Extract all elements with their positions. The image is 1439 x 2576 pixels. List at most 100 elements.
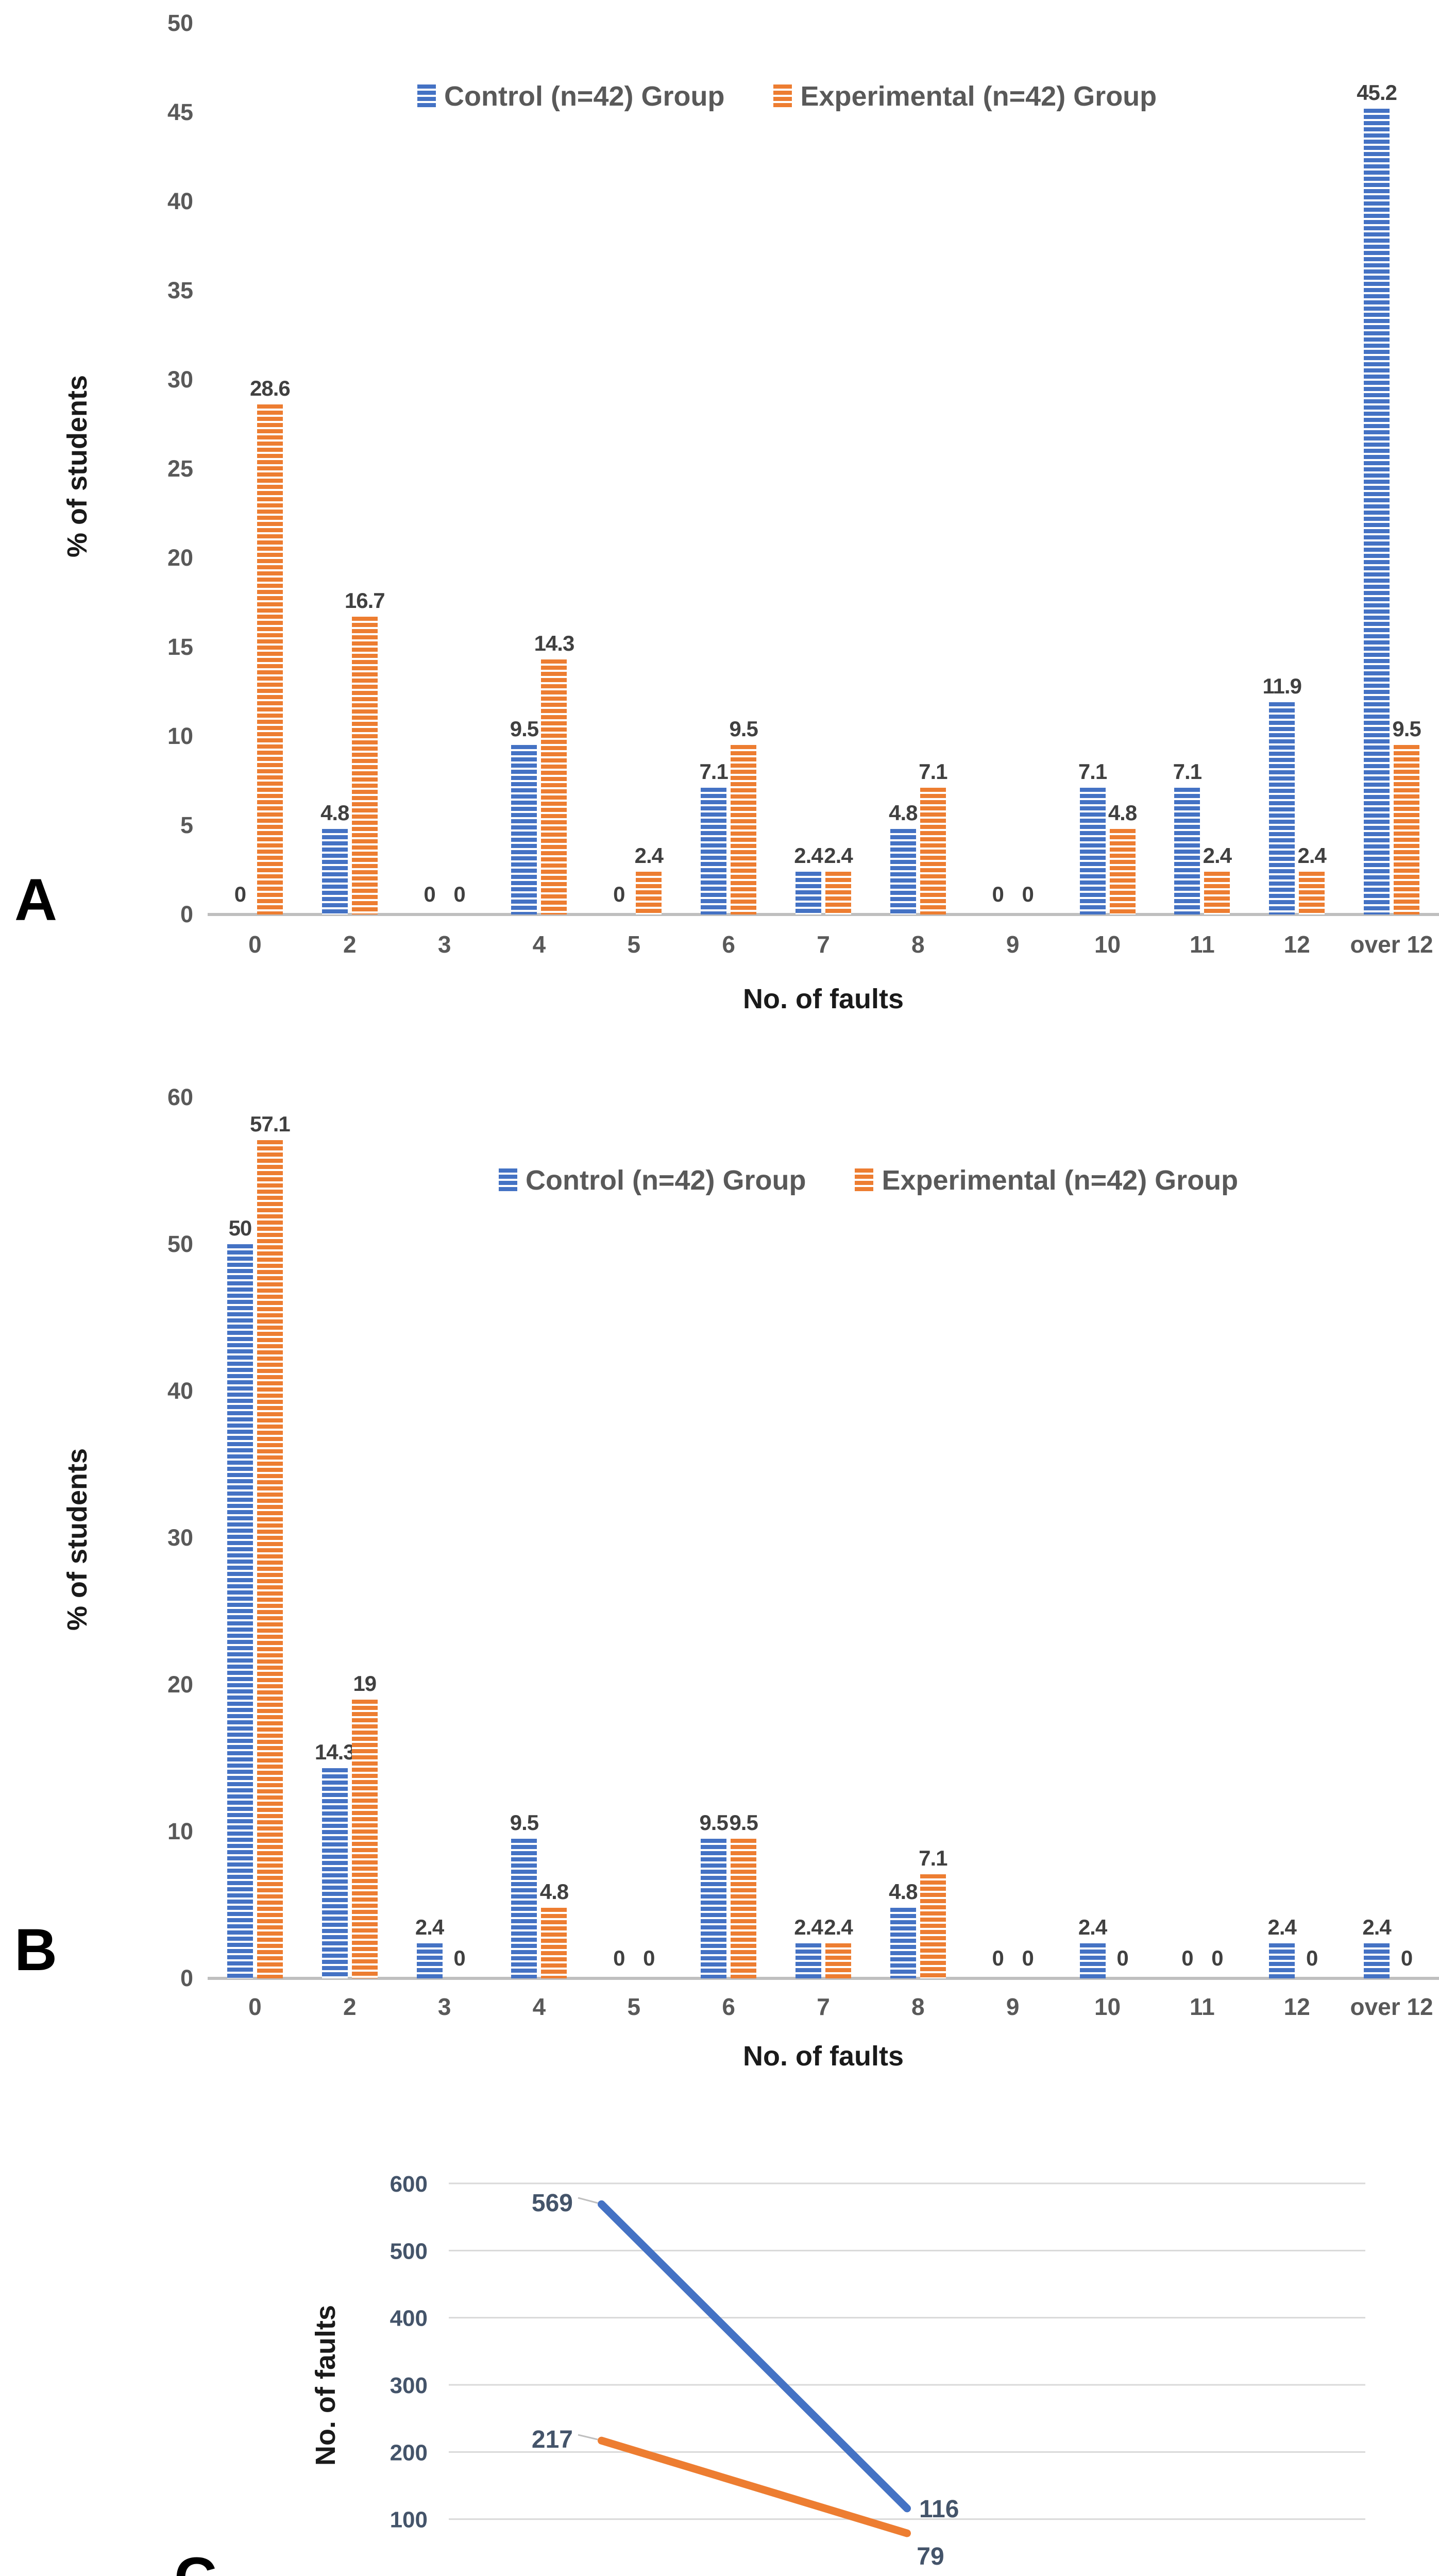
bar-value-label-A-1-12: 9.5 <box>1392 717 1421 741</box>
bar-value-label-B-0-5: 9.5 <box>699 1810 728 1835</box>
legend-label-A-0: Control (n=42) Group <box>444 81 725 112</box>
bar-value-label-A-0-7: 4.8 <box>889 800 918 825</box>
bar-experimental-B-cat0 <box>257 1140 283 1978</box>
x-axis-tick-B-5: 6 <box>722 1993 735 2020</box>
x-axis-tick-B-10: 11 <box>1190 1993 1215 2020</box>
y-axis-tick-A-15: 15 <box>167 634 193 660</box>
bar-experimental-A-cat12 <box>1394 745 1420 914</box>
bar-control-B-cat9 <box>1079 1943 1106 1978</box>
bar-value-label-A-1-8: 0 <box>1022 882 1034 906</box>
leader-line-217 <box>578 2434 598 2441</box>
x-axis-tick-A-3: 4 <box>532 931 546 958</box>
bar-value-label-B-1-10: 0 <box>1211 1946 1223 1970</box>
legend-A: Control (n=42) Group Experimental (n=42) … <box>417 80 1157 112</box>
bar-control-B-cat6 <box>795 1943 821 1978</box>
bar-value-label-B-0-1: 14.3 <box>314 1740 355 1765</box>
control-legend-swatch-icon <box>499 1168 517 1192</box>
y-axis-tick-A-30: 30 <box>167 366 193 393</box>
bar-experimental-B-cat1 <box>351 1699 378 1978</box>
x-axis-tick-B-2: 3 <box>437 1993 451 2020</box>
bar-value-label-A-1-1: 16.7 <box>344 588 385 613</box>
x-axis-line-B <box>208 1977 1439 1980</box>
y-axis-tick-C-300: 300 <box>390 2373 428 2398</box>
bar-value-label-A-0-4: 0 <box>613 882 625 906</box>
x-axis-tick-B-6: 7 <box>817 1993 830 2020</box>
bar-value-label-A-0-12: 45.2 <box>1357 80 1397 105</box>
y-axis-title-B: % of students <box>62 1448 93 1631</box>
x-axis-tick-B-3: 4 <box>532 1993 546 2020</box>
bar-value-label-B-0-3: 9.5 <box>510 1810 539 1835</box>
x-axis-tick-A-6: 7 <box>817 931 830 958</box>
bar-value-label-A-0-5: 7.1 <box>699 759 728 784</box>
bar-value-label-A-1-11: 2.4 <box>1297 843 1327 868</box>
bar-value-label-A-0-6: 2.4 <box>794 843 823 868</box>
y-axis-tick-B-20: 20 <box>167 1671 193 1698</box>
y-axis-tick-A-35: 35 <box>167 277 193 303</box>
bar-experimental-A-cat9 <box>1109 828 1136 914</box>
bar-value-label-A-0-11: 11.9 <box>1262 674 1302 699</box>
y-axis-tick-B-30: 30 <box>167 1524 193 1551</box>
bar-control-B-cat2 <box>416 1943 443 1978</box>
bar-control-A-cat6 <box>795 871 821 914</box>
bar-experimental-A-cat5 <box>731 745 757 914</box>
bar-experimental-A-cat6 <box>825 871 851 914</box>
bar-value-label-B-0-11: 2.4 <box>1267 1914 1297 1939</box>
y-axis-tick-C-0: 0 <box>415 2574 428 2576</box>
bar-value-label-B-1-1: 19 <box>353 1671 377 1696</box>
y-axis-title-C: No. of faults <box>310 2305 341 2466</box>
x-axis-tick-A-1: 2 <box>343 931 357 958</box>
bar-control-A-cat10 <box>1174 788 1200 914</box>
bar-value-label-B-1-6: 2.4 <box>824 1914 853 1939</box>
y-axis-tick-B-40: 40 <box>167 1378 193 1404</box>
y-axis-tick-A-40: 40 <box>167 188 193 214</box>
y-axis-tick-C-500: 500 <box>390 2239 428 2264</box>
x-axis-tick-A-9: 10 <box>1094 931 1121 958</box>
bar-value-label-A-1-3: 14.3 <box>534 631 575 656</box>
y-axis-tick-A-25: 25 <box>167 455 193 482</box>
bar-experimental-A-cat0 <box>257 404 283 914</box>
line-series-experimental <box>598 2436 911 2537</box>
bar-value-label-B-0-0: 50 <box>228 1216 252 1240</box>
bar-value-label-A-1-2: 0 <box>453 882 465 906</box>
bar-control-B-cat7 <box>890 1908 916 1978</box>
bar-control-B-cat11 <box>1269 1943 1295 1978</box>
x-axis-tick-A-5: 6 <box>722 931 735 958</box>
bar-control-B-cat0 <box>227 1244 253 1978</box>
bar-value-label-B-0-9: 2.4 <box>1078 1914 1107 1939</box>
bar-value-label-B-0-7: 4.8 <box>889 1879 918 1904</box>
bar-value-label-B-0-10: 0 <box>1181 1946 1193 1970</box>
x-axis-tick-B-1: 2 <box>343 1993 357 2020</box>
bar-control-B-cat12 <box>1364 1943 1390 1978</box>
bar-value-label-A-1-9: 4.8 <box>1108 800 1137 825</box>
bar-control-A-cat9 <box>1079 788 1106 914</box>
x-axis-tick-B-12: over 12 <box>1350 1993 1433 2020</box>
bar-control-B-cat3 <box>511 1839 537 1978</box>
bar-value-label-A-0-3: 9.5 <box>510 717 539 741</box>
bar-value-label-B-0-4: 0 <box>613 1946 625 1970</box>
y-axis-tick-C-400: 400 <box>390 2306 428 2331</box>
legend-label-B-0: Control (n=42) Group <box>526 1165 806 1196</box>
bar-control-B-cat5 <box>701 1839 727 1978</box>
y-axis-tick-B-50: 50 <box>167 1231 193 1257</box>
bar-value-label-A-0-1: 4.8 <box>320 800 349 825</box>
x-axis-tick-B-0: 0 <box>248 1993 262 2020</box>
bar-experimental-A-cat7 <box>920 788 946 914</box>
x-axis-tick-A-7: 8 <box>911 931 925 958</box>
bar-experimental-B-cat7 <box>920 1874 946 1978</box>
x-axis-tick-A-8: 9 <box>1006 931 1020 958</box>
x-axis-line-A <box>208 913 1439 916</box>
point-label-control-final: 116 <box>919 2496 959 2523</box>
bar-value-label-B-1-3: 4.8 <box>539 1879 569 1904</box>
bar-control-A-cat1 <box>321 828 348 914</box>
y-axis-tick-B-0: 0 <box>180 1965 193 1991</box>
bar-value-label-B-1-7: 7.1 <box>919 1845 947 1870</box>
legend-label-B-1: Experimental (n=42) Group <box>882 1165 1239 1196</box>
y-axis-tick-A-0: 0 <box>180 901 193 927</box>
bar-value-label-B-1-5: 9.5 <box>729 1810 758 1835</box>
bar-value-label-B-1-0: 57.1 <box>250 1111 291 1136</box>
legend-B: Control (n=42) Group Experimental (n=42) … <box>499 1164 1238 1196</box>
bar-value-label-B-0-6: 2.4 <box>794 1914 823 1939</box>
y-axis-tick-A-10: 10 <box>167 723 193 749</box>
y-axis-tick-A-50: 50 <box>167 10 193 36</box>
